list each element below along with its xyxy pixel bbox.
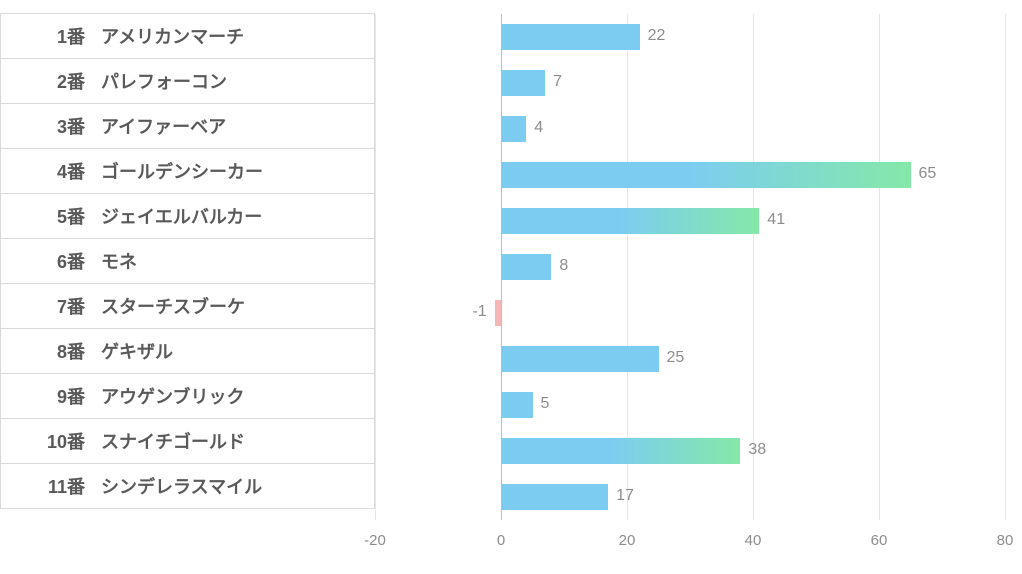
category-row: 5番ジェイエルバルカー	[0, 193, 375, 239]
bar	[501, 208, 759, 234]
category-number: 6番	[39, 248, 101, 274]
bar	[501, 162, 911, 188]
category-name: スナイチゴールド	[101, 428, 374, 454]
category-row: 11番シンデレラスマイル	[0, 463, 375, 509]
bar-slot: 38	[375, 428, 1005, 474]
bar-slot: 25	[375, 336, 1005, 382]
bar-value-label: 8	[559, 257, 568, 275]
category-number: 3番	[39, 113, 101, 139]
category-number: 5番	[39, 203, 101, 229]
gridline	[1005, 14, 1006, 520]
bar	[495, 300, 501, 326]
x-tick-label: 40	[745, 532, 762, 549]
bar-slot: 8	[375, 244, 1005, 290]
bar-value-label: 22	[648, 27, 666, 45]
category-number: 8番	[39, 338, 101, 364]
category-name: パレフォーコン	[101, 68, 374, 94]
x-tick-label: 0	[497, 532, 505, 549]
bar-slot: -1	[375, 290, 1005, 336]
x-tick-label: 80	[997, 532, 1014, 549]
category-number: 9番	[39, 383, 101, 409]
category-number: 7番	[39, 293, 101, 319]
x-tick-label: 60	[871, 532, 888, 549]
category-label-column: 1番アメリカンマーチ2番パレフォーコン3番アイファーベア4番ゴールデンシーカー5…	[0, 14, 375, 509]
category-name: アイファーベア	[101, 113, 374, 139]
category-number: 4番	[39, 158, 101, 184]
bar	[501, 392, 533, 418]
bar-slot: 4	[375, 106, 1005, 152]
category-name: ゲキザル	[101, 338, 374, 364]
category-name: アメリカンマーチ	[101, 23, 374, 49]
bar-value-label: 7	[553, 73, 562, 91]
bar-slot: 17	[375, 474, 1005, 520]
bar-value-label: 17	[616, 487, 634, 505]
bar-value-label: 65	[919, 165, 937, 183]
bar	[501, 346, 659, 372]
category-row: 2番パレフォーコン	[0, 58, 375, 104]
bar	[501, 70, 545, 96]
bar-value-label: 5	[541, 395, 550, 413]
category-row: 9番アウゲンブリック	[0, 373, 375, 419]
category-number: 10番	[39, 428, 101, 454]
category-name: アウゲンブリック	[101, 383, 374, 409]
category-name: シンデレラスマイル	[101, 473, 374, 499]
bar-slot: 5	[375, 382, 1005, 428]
chart-container: 1番アメリカンマーチ2番パレフォーコン3番アイファーベア4番ゴールデンシーカー5…	[0, 0, 1022, 574]
bar	[501, 438, 740, 464]
bar	[501, 254, 551, 280]
x-tick-label: -20	[364, 532, 386, 549]
bar-slot: 7	[375, 60, 1005, 106]
bar-value-label: 38	[748, 441, 766, 459]
bar-value-label: -1	[472, 303, 486, 321]
category-row: 8番ゲキザル	[0, 328, 375, 374]
category-row: 4番ゴールデンシーカー	[0, 148, 375, 194]
category-number: 11番	[39, 473, 101, 499]
category-number: 2番	[39, 68, 101, 94]
bar-slot: 65	[375, 152, 1005, 198]
bar	[501, 24, 640, 50]
category-name: ゴールデンシーカー	[101, 158, 374, 184]
category-name: モネ	[101, 248, 374, 274]
category-name: スターチスブーケ	[101, 293, 374, 319]
bar-value-label: 41	[767, 211, 785, 229]
bar-slot: 22	[375, 14, 1005, 60]
x-axis: -20020406080	[375, 520, 1005, 560]
category-row: 10番スナイチゴールド	[0, 418, 375, 464]
category-number: 1番	[39, 23, 101, 49]
category-row: 7番スターチスブーケ	[0, 283, 375, 329]
category-row: 1番アメリカンマーチ	[0, 13, 375, 59]
bar-value-label: 25	[667, 349, 685, 367]
x-tick-label: 20	[619, 532, 636, 549]
category-row: 3番アイファーベア	[0, 103, 375, 149]
category-name: ジェイエルバルカー	[101, 203, 374, 229]
bar-slot: 41	[375, 198, 1005, 244]
bar-value-label: 4	[534, 119, 543, 137]
bar	[501, 116, 526, 142]
plot-area: 22 7 4 65 41 8 -1 25 5 38 17	[375, 14, 1005, 520]
category-row: 6番モネ	[0, 238, 375, 284]
bar	[501, 484, 608, 510]
